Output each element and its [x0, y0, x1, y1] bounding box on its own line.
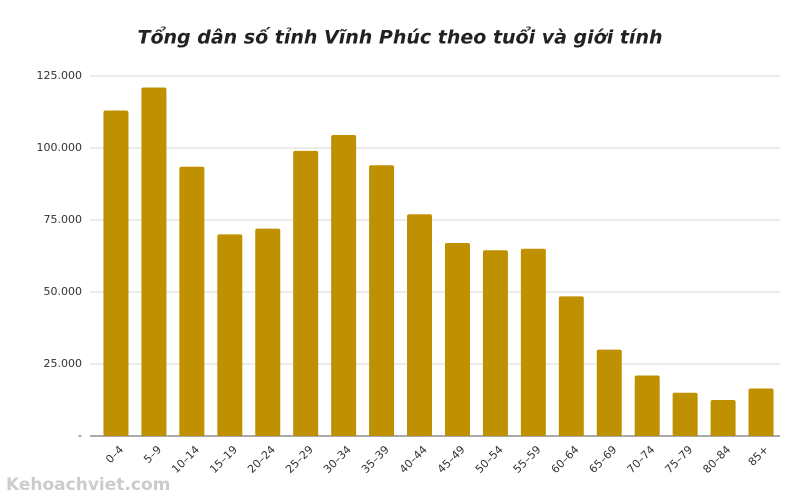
x-tick-label: 60–64 — [549, 443, 582, 476]
y-tick-label: 75.000 — [44, 213, 83, 226]
x-tick-label: 70–74 — [625, 443, 658, 476]
bar — [369, 165, 395, 436]
x-tick-label: 85+ — [746, 443, 772, 469]
y-tick-label: 25.000 — [44, 357, 83, 370]
y-tick-label: 125.000 — [37, 69, 83, 82]
x-tick-label: 20–24 — [245, 443, 278, 476]
bar — [482, 250, 508, 436]
x-tick-label: 75–79 — [663, 443, 696, 476]
x-tick-label: 25–29 — [283, 443, 316, 476]
x-tick-label: 15–19 — [207, 443, 240, 476]
bar — [710, 400, 736, 436]
bar — [558, 296, 584, 436]
x-tick-label: 30–34 — [321, 443, 354, 476]
x-tick-label: 45–49 — [435, 443, 468, 476]
watermark: Kehoachviet.com — [6, 475, 170, 495]
bar — [179, 166, 205, 436]
bar — [255, 228, 281, 436]
x-tick-label: 50–54 — [473, 443, 506, 476]
bar — [444, 243, 470, 436]
bar — [141, 87, 167, 437]
bar — [672, 392, 698, 436]
x-tick-label: 40–44 — [397, 443, 430, 476]
bar — [634, 375, 660, 436]
bar — [596, 349, 622, 436]
y-tick-label: 100.000 — [37, 141, 83, 154]
bar — [293, 150, 319, 436]
x-tick-label: 5–9 — [141, 443, 164, 466]
x-tick-label: 35–39 — [359, 443, 392, 476]
bar — [331, 135, 357, 437]
bar — [748, 388, 774, 436]
x-tick-label: 0–4 — [103, 443, 126, 466]
bar — [103, 110, 129, 436]
x-tick-label: 80–84 — [700, 443, 733, 476]
bar — [407, 214, 433, 436]
x-tick-label: 10–14 — [169, 443, 202, 476]
x-tick-label: 55–59 — [511, 443, 544, 476]
y-tick-label: - — [78, 429, 82, 442]
bar — [217, 234, 243, 436]
y-tick-label: 50.000 — [44, 285, 83, 298]
chart-title: Tổng dân số tỉnh Vĩnh Phúc theo tuổi và … — [137, 26, 662, 49]
bar — [520, 248, 546, 436]
x-tick-label: 65–69 — [587, 443, 620, 476]
